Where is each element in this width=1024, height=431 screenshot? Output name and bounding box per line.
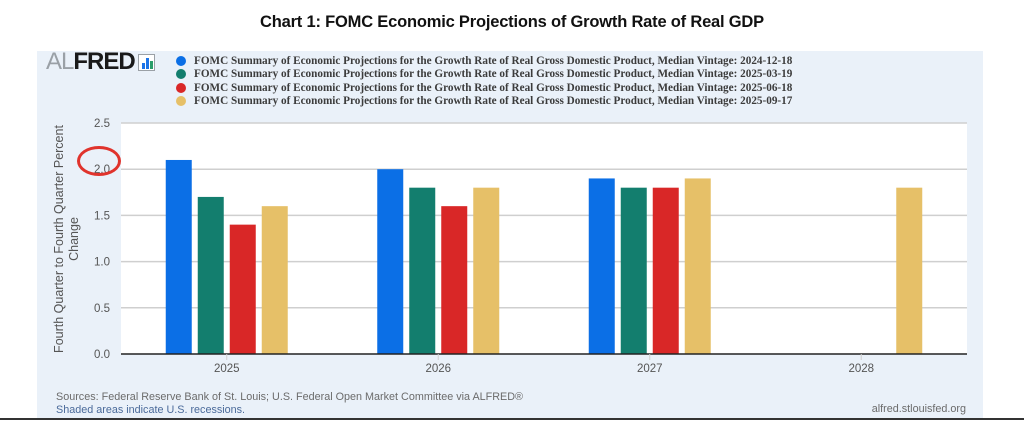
bar-2025-series-1[interactable]	[165, 159, 192, 354]
bar-2025-series-4[interactable]	[261, 206, 288, 354]
legend-dot-icon	[176, 55, 186, 66]
legend-item[interactable]: FOMC Summary of Economic Projections for…	[176, 81, 792, 95]
legend-item[interactable]: FOMC Summary of Economic Projections for…	[176, 68, 792, 82]
legend-item[interactable]: FOMC Summary of Economic Projections for…	[176, 54, 792, 68]
x-tick-label: 2025	[214, 363, 240, 375]
bar-2027-series-2[interactable]	[620, 187, 647, 354]
legend-label: FOMC Summary of Economic Projections for…	[194, 95, 793, 108]
alfred-logo[interactable]: AL FRED	[46, 48, 155, 75]
y-tick-label: 0.5	[94, 303, 110, 315]
bar-2026-series-2[interactable]	[409, 187, 436, 354]
bars	[165, 159, 923, 354]
legend-item[interactable]: FOMC Summary of Economic Projections for…	[176, 95, 792, 109]
legend-label: FOMC Summary of Economic Projections for…	[194, 81, 793, 94]
bar-2026-series-1[interactable]	[377, 169, 404, 354]
sources-text: Sources: Federal Reserve Bank of St. Lou…	[56, 391, 524, 403]
y-tick-label: 1.5	[94, 210, 110, 222]
legend-label: FOMC Summary of Economic Projections for…	[194, 54, 793, 67]
annotation-circle	[77, 146, 121, 176]
y-tick-label: 0.0	[94, 349, 110, 361]
x-tick-labels: 2025 2026 2027 2028	[214, 354, 874, 375]
bar-2025-series-2[interactable]	[197, 196, 224, 354]
x-tick-label: 2028	[848, 363, 874, 375]
bar-2026-series-4[interactable]	[473, 187, 500, 354]
legend-label: FOMC Summary of Economic Projections for…	[194, 68, 793, 81]
bar-2025-series-3[interactable]	[229, 224, 256, 354]
page-title: Chart 1: FOMC Economic Projections of Gr…	[260, 13, 764, 31]
bar-2027-series-4[interactable]	[684, 178, 711, 354]
recession-note[interactable]: Shaded areas indicate U.S. recessions.	[56, 403, 246, 416]
legend-dot-icon	[176, 96, 186, 107]
y-axis-title: Fourth Quarter to Fourth Quarter Percent	[52, 125, 66, 353]
source-note: Sources: Federal Reserve Bank of St. Lou…	[56, 391, 523, 416]
legend-dot-icon	[176, 82, 186, 93]
bottom-divider	[0, 418, 1024, 420]
bar-2027-series-3[interactable]	[652, 187, 679, 354]
chart-legend: FOMC Summary of Economic Projections for…	[176, 54, 792, 108]
bar-2028-series-4[interactable]	[896, 187, 923, 354]
y-tick-label: 2.5	[94, 118, 110, 130]
y-axis-title-line2: Change	[67, 217, 81, 261]
y-tick-label: 1.0	[94, 257, 110, 269]
bar-2027-series-1[interactable]	[588, 178, 615, 354]
x-tick-label: 2026	[425, 363, 451, 375]
legend-dot-icon	[176, 69, 186, 80]
bar-2026-series-3[interactable]	[441, 206, 468, 354]
site-link[interactable]: alfred.stlouisfed.org	[871, 403, 966, 415]
bar-chart-icon	[137, 53, 155, 71]
logo-text-fred: FRED	[73, 48, 135, 75]
logo-text-al: AL	[46, 48, 74, 75]
x-tick-label: 2027	[637, 363, 663, 375]
